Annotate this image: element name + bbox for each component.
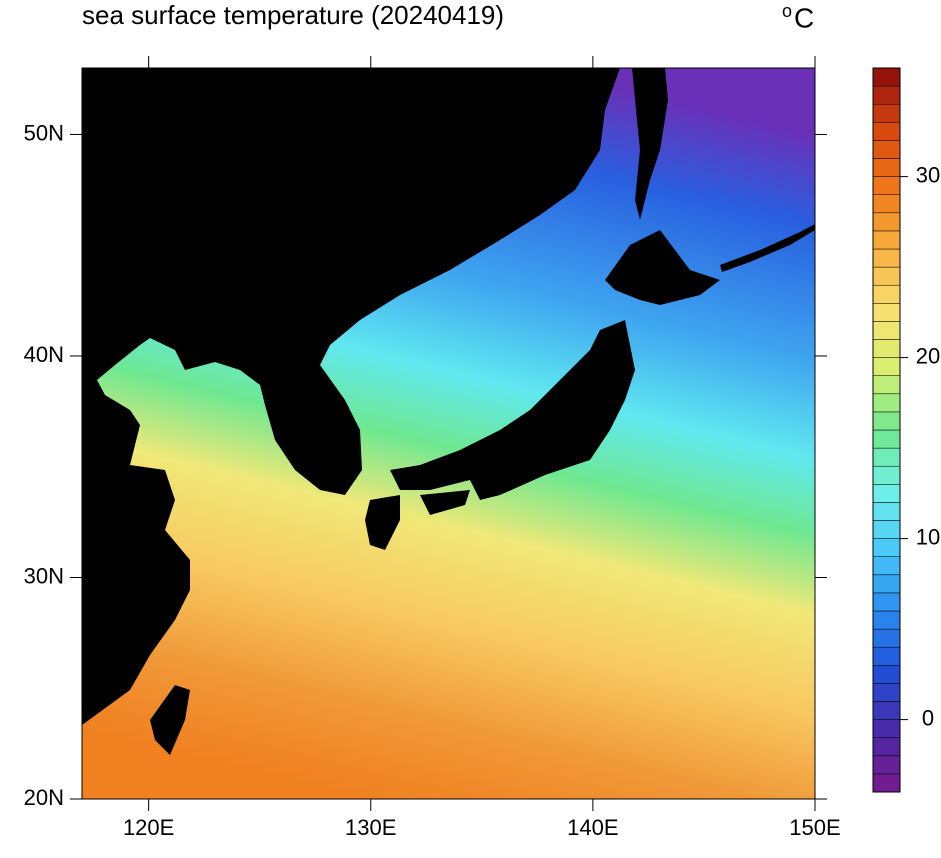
colorbar-segment (872, 266, 901, 286)
shikoku (420, 490, 470, 515)
x-tick-label: 150E (789, 815, 840, 840)
sakhalin (632, 68, 668, 220)
colorbar-segment (872, 646, 901, 666)
colorbar-segment (872, 85, 901, 105)
colorbar-segment (872, 628, 901, 648)
colorbar-tick-label: 20 (916, 343, 940, 368)
colorbar-segment (872, 773, 901, 793)
colorbar-segment (872, 665, 901, 684)
colorbar-segment (872, 610, 901, 630)
colorbar-segment (872, 701, 901, 720)
colorbar-segment (872, 248, 901, 268)
colorbar-segment (872, 520, 901, 539)
colorbar: 0 10 20 30 (872, 67, 940, 793)
colorbar-segment (872, 574, 901, 594)
mainland (82, 68, 620, 725)
colorbar-segment (872, 755, 901, 775)
colorbar-segment (872, 357, 901, 376)
x-tick-label: 130E (345, 815, 396, 840)
hokkaido (605, 230, 720, 305)
colorbar-segment (872, 447, 901, 467)
colorbar-segment (872, 556, 901, 576)
colorbar-segment (872, 339, 901, 358)
y-tick-label: 30N (24, 563, 64, 588)
taiwan (150, 685, 190, 755)
y-tick-label: 50N (24, 120, 64, 145)
colorbar-segment (872, 737, 901, 757)
colorbar-segment (872, 484, 901, 503)
colorbar-segment (872, 502, 901, 521)
colorbar-segment (872, 284, 901, 304)
colorbar-segment (872, 303, 901, 322)
y-tick-label: 40N (24, 342, 64, 367)
colorbar-segment (872, 411, 901, 431)
colorbar-segment (872, 719, 901, 738)
colorbar-segment (872, 592, 901, 612)
colorbar-segment (872, 158, 901, 177)
colorbar-segment (872, 538, 901, 557)
colorbar-segment (872, 122, 901, 141)
colorbar-segment (872, 103, 901, 123)
colorbar-tick-label: 0 (922, 705, 934, 730)
colorbar-segment (872, 67, 901, 87)
unit-superscript: o (782, 1, 792, 21)
colorbar-frame (872, 67, 901, 793)
colorbar-segment (872, 321, 901, 340)
kyushu (365, 495, 400, 550)
colorbar-segment (872, 393, 901, 413)
unit: C (794, 2, 814, 33)
colorbar-segment (872, 140, 901, 159)
frame (81, 67, 816, 800)
colorbar-segment (872, 465, 901, 485)
title: sea surface temperature (20240419) (82, 0, 504, 30)
colorbar-segment (872, 375, 901, 395)
colorbar-tick-label: 30 (916, 162, 940, 187)
colorbar-segment (872, 683, 901, 702)
colorbar-segment (872, 212, 901, 232)
land (82, 68, 815, 755)
y-tick-label: 20N (24, 785, 64, 810)
colorbar-tick-label: 10 (916, 524, 940, 549)
colorbar-segment (872, 429, 901, 449)
map-area (81, 67, 816, 800)
x-tick-label: 140E (567, 815, 618, 840)
kurils (720, 224, 815, 272)
x-tick-label: 120E (123, 815, 174, 840)
colorbar-segment (872, 194, 901, 214)
colorbar-segment (872, 176, 901, 195)
honshu (390, 320, 635, 500)
colorbar-segment (872, 230, 901, 250)
